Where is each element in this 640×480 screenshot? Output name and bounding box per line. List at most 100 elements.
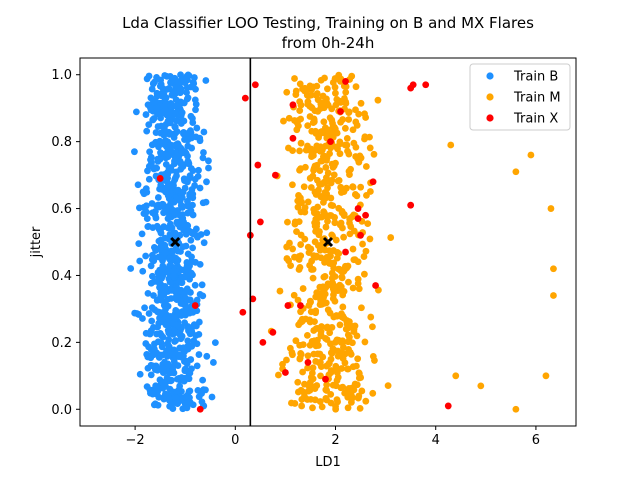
- data-point-train-m: [366, 188, 374, 195]
- data-point-train-b: [163, 352, 171, 360]
- data-point-train-b: [145, 310, 153, 317]
- data-point-train-x: [271, 171, 279, 179]
- data-point-train-m: [305, 387, 312, 395]
- data-point-train-b: [175, 323, 183, 331]
- data-point-train-m: [291, 400, 299, 407]
- data-point-train-m: [318, 403, 326, 411]
- data-point-train-m: [296, 107, 304, 115]
- legend-label: Train X: [513, 112, 558, 127]
- data-point-train-m: [355, 285, 363, 293]
- data-point-train-m: [304, 198, 312, 206]
- data-point-train-b: [184, 142, 192, 150]
- data-point-train-b: [150, 292, 157, 299]
- data-point-train-m: [296, 98, 304, 106]
- data-point-train-m: [314, 342, 322, 349]
- data-point-train-m: [477, 382, 485, 390]
- data-point-train-b: [138, 230, 146, 238]
- data-point-train-m: [333, 377, 341, 384]
- data-point-train-b: [181, 273, 188, 281]
- data-point-train-m: [370, 150, 378, 158]
- data-point-train-m: [338, 349, 346, 357]
- data-point-train-b: [153, 104, 161, 112]
- data-point-train-m: [332, 382, 340, 390]
- data-point-train-b: [142, 252, 150, 260]
- data-point-train-m: [331, 214, 338, 221]
- data-point-train-b: [151, 212, 159, 219]
- data-point-train-b: [193, 362, 201, 370]
- data-point-train-x: [409, 81, 417, 89]
- data-point-train-b: [180, 75, 188, 83]
- data-point-train-m: [327, 194, 335, 202]
- data-point-train-m: [353, 192, 361, 200]
- data-point-train-b: [178, 148, 186, 156]
- data-point-train-b: [165, 343, 173, 350]
- data-point-train-b: [156, 137, 164, 145]
- data-point-train-m: [327, 252, 334, 260]
- data-point-train-m: [292, 87, 300, 95]
- x-axis-label: LD1: [315, 455, 341, 470]
- data-point-train-b: [205, 164, 212, 172]
- data-point-train-m: [300, 183, 308, 191]
- data-point-train-m: [299, 368, 307, 376]
- data-point-train-b: [184, 152, 191, 160]
- data-point-train-x: [337, 108, 344, 115]
- data-point-train-b: [148, 272, 156, 280]
- data-point-train-b: [133, 310, 141, 317]
- data-point-train-b: [171, 314, 179, 322]
- data-point-train-b: [142, 111, 150, 118]
- data-point-train-m: [332, 143, 340, 151]
- y-tick-label: 0.2: [51, 336, 72, 351]
- data-point-train-m: [347, 165, 354, 173]
- data-point-train-b: [174, 329, 182, 337]
- data-point-train-b: [184, 337, 192, 345]
- data-point-train-b: [193, 307, 201, 315]
- data-point-train-b: [157, 281, 165, 289]
- data-point-train-m: [319, 283, 327, 291]
- data-point-train-m: [328, 105, 336, 113]
- data-point-train-b: [202, 386, 209, 394]
- data-point-train-b: [181, 290, 189, 298]
- data-point-train-b: [171, 348, 179, 356]
- data-point-train-m: [312, 357, 320, 365]
- data-point-train-m: [550, 265, 557, 273]
- data-point-train-x: [289, 134, 297, 142]
- data-point-train-m: [312, 191, 320, 198]
- data-point-train-b: [199, 376, 207, 384]
- data-point-train-m: [311, 318, 318, 326]
- data-point-train-m: [361, 110, 368, 118]
- data-point-train-m: [358, 304, 365, 312]
- data-point-train-m: [354, 275, 362, 283]
- x-tick-label: 2: [331, 433, 339, 448]
- data-point-train-m: [367, 313, 375, 321]
- data-point-train-m: [304, 364, 311, 372]
- data-point-train-b: [184, 129, 192, 137]
- data-point-train-m: [447, 141, 455, 149]
- data-point-train-b: [161, 249, 169, 257]
- data-point-train-m: [293, 228, 300, 236]
- data-point-train-b: [145, 121, 153, 129]
- x-tick-label: 6: [532, 433, 540, 448]
- data-point-train-b: [141, 304, 148, 312]
- data-point-train-b: [183, 89, 190, 96]
- data-point-train-b: [185, 159, 193, 166]
- data-point-train-x: [196, 405, 204, 413]
- data-point-train-b: [154, 308, 161, 316]
- data-point-train-b: [149, 390, 157, 398]
- data-point-train-b: [174, 186, 182, 194]
- data-point-train-m: [353, 381, 361, 389]
- data-point-train-m: [345, 150, 353, 158]
- data-point-train-m: [309, 172, 317, 180]
- data-point-train-b: [211, 339, 219, 347]
- data-point-train-b: [192, 85, 199, 93]
- legend-box: [469, 63, 571, 131]
- data-point-train-b: [195, 330, 203, 338]
- data-point-train-m: [353, 121, 361, 129]
- data-point-train-m: [334, 177, 342, 185]
- data-point-train-m: [311, 107, 319, 115]
- data-point-train-m: [301, 235, 309, 243]
- data-point-train-m: [351, 256, 359, 264]
- data-point-train-b: [157, 351, 165, 359]
- data-point-train-b: [157, 242, 165, 250]
- data-point-train-x: [369, 178, 377, 186]
- data-point-train-b: [188, 253, 195, 261]
